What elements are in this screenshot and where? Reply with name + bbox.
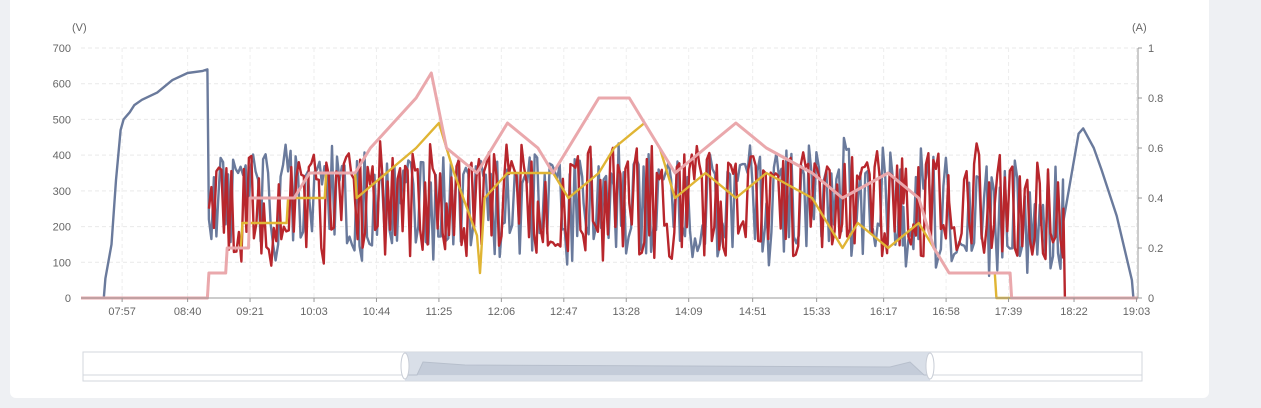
y-left-tick-label: 400 xyxy=(53,150,71,162)
y-left-tick-label: 0 xyxy=(65,293,71,305)
line-chart: (V) (A) 0 100 200 300 400 500 600 700 0 0.2 0.4 0.6… xyxy=(53,22,1164,382)
x-tick-label: 13:28 xyxy=(612,306,640,318)
x-tick-label: 08:40 xyxy=(174,306,202,318)
y-left-tick-label: 700 xyxy=(53,43,71,55)
x-tick-label: 16:17 xyxy=(870,306,898,318)
y-right-tick-label: 0.6 xyxy=(1148,143,1163,155)
x-tick-label: 12:06 xyxy=(488,306,516,318)
left-axis-unit: (V) xyxy=(72,22,87,34)
x-tick-label: 18:22 xyxy=(1060,306,1088,318)
x-tick-label: 07:57 xyxy=(108,306,136,318)
x-tick-label: 17:39 xyxy=(995,306,1023,318)
x-tick-label: 12:47 xyxy=(550,306,578,318)
x-tick-label: 09:21 xyxy=(236,306,264,318)
chart-card: (V) (A) 0 100 200 300 400 500 600 700 0 0.2 0.4 0.6… xyxy=(10,0,1209,398)
y-right-tick-label: 1 xyxy=(1148,43,1154,55)
x-tick-label: 14:51 xyxy=(739,306,767,318)
y-right-tick-label: 0.8 xyxy=(1148,93,1163,105)
zoom-preview-shape xyxy=(405,361,930,376)
data-zoom-slider[interactable] xyxy=(82,351,1143,382)
y-right-tick-label: 0.4 xyxy=(1148,193,1163,205)
series-line-2 xyxy=(207,140,1138,300)
y-right-tick-label: 0 xyxy=(1148,293,1154,305)
x-tick-label: 10:44 xyxy=(363,306,391,318)
y-left-tick-label: 300 xyxy=(53,186,71,198)
y-left-tick-label: 200 xyxy=(53,222,71,234)
right-axis-unit: (A) xyxy=(1132,22,1147,34)
series-line-4 xyxy=(81,71,1138,300)
y-left-tick-label: 600 xyxy=(53,79,71,91)
x-tick-label: 19:03 xyxy=(1123,306,1151,318)
zoom-handle-left[interactable] xyxy=(400,352,410,380)
zoom-handle-right[interactable] xyxy=(925,352,935,380)
x-tick-label: 16:58 xyxy=(932,306,960,318)
x-tick-label: 14:09 xyxy=(675,306,703,318)
series-layer xyxy=(81,68,1138,300)
y-left-tick-label: 100 xyxy=(53,257,71,269)
y-left-tick-label: 500 xyxy=(53,114,71,126)
series-line-1 xyxy=(81,68,1138,300)
y-right-tick-label: 0.2 xyxy=(1148,243,1163,255)
x-tick-label: 10:03 xyxy=(300,306,328,318)
x-tick-label: 15:33 xyxy=(803,306,831,318)
x-tick-label: 11:25 xyxy=(426,306,453,318)
axes: (V) (A) 0 100 200 300 400 500 600 700 0 0.2 0.4 0.6… xyxy=(53,22,1164,318)
